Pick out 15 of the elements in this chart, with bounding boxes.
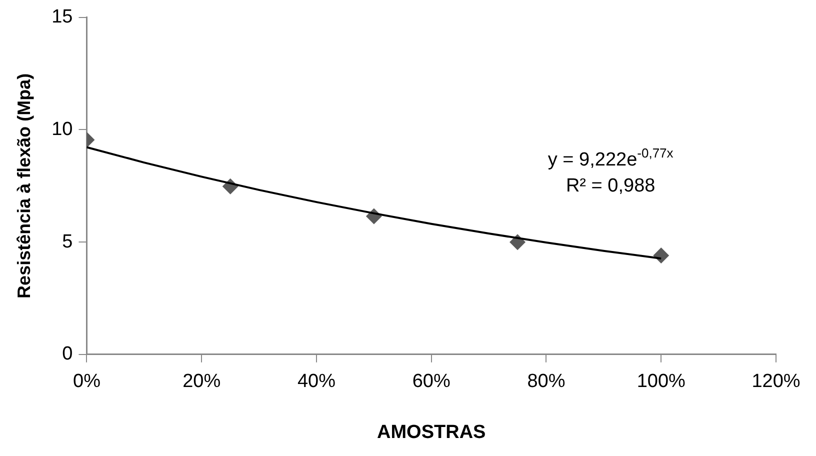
x-tick-label: 80%	[527, 371, 566, 392]
y-axis-title: Resistência à flexão (Mpa)	[14, 73, 34, 298]
x-tick-label: 0%	[73, 371, 101, 392]
x-tick-label: 120%	[752, 371, 800, 392]
x-tick-label: 20%	[182, 371, 221, 392]
annotation: R² = 0,988	[566, 175, 656, 196]
x-tick-label: 100%	[636, 371, 686, 392]
x-tick-label: 60%	[412, 371, 450, 392]
y-tick-label: 5	[62, 231, 73, 252]
y-tick-label: 0	[62, 344, 73, 365]
x-axis-title: AMOSTRAS	[377, 422, 486, 443]
y-tick-label: 15	[52, 6, 73, 28]
x-tick-label: 40%	[297, 371, 336, 392]
y-tick-label: 10	[52, 118, 73, 140]
point	[653, 248, 670, 264]
